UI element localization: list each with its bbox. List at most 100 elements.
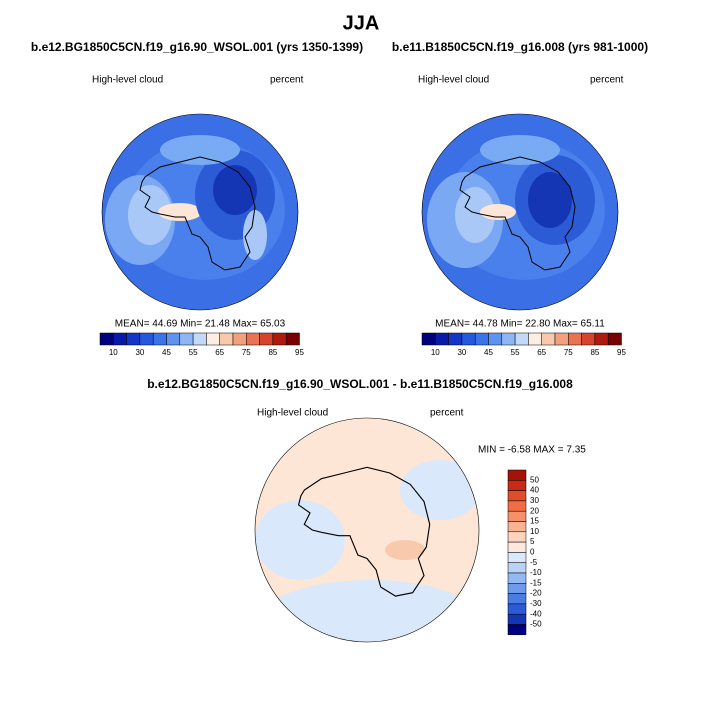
colorbar-box: [285, 332, 300, 346]
variable-label: High-level cloud: [92, 75, 163, 86]
colorbar-label: -30: [530, 599, 542, 608]
colorbar-label: 0: [530, 548, 535, 557]
colorbar-box: [113, 332, 127, 346]
colorbar-box: [581, 332, 596, 346]
colorbar-box: [507, 613, 527, 625]
colorbar-label: 75: [242, 348, 251, 357]
colorbar-box: [568, 332, 582, 346]
colorbar-box: [594, 332, 609, 346]
colorbar-box: [507, 531, 527, 543]
colorbar-label: 55: [189, 348, 198, 357]
colorbar-label: 45: [162, 348, 171, 357]
colorbar-box: [206, 332, 220, 346]
stats: MIN = -6.58 MAX = 7.35: [478, 445, 586, 456]
colorbar: 10 30 45 55 65 75 85 95: [421, 332, 626, 357]
colorbar-box: [507, 583, 527, 594]
colorbar-box: [152, 332, 167, 346]
colorbar-box: [488, 332, 503, 346]
colorbar-label: 30: [135, 348, 144, 357]
colorbar-box: [219, 332, 234, 346]
colorbar-box: [435, 332, 449, 346]
colorbar-box: [541, 332, 556, 346]
colorbar-label: 65: [215, 348, 224, 357]
colorbar-box: [421, 332, 436, 346]
colorbar-box: [507, 552, 527, 563]
colorbar-box: [192, 332, 207, 346]
colorbar-box: [507, 521, 527, 533]
variable-label: High-level cloud: [257, 408, 328, 419]
figure-title: JJA: [343, 12, 380, 34]
colorbar-box: [507, 562, 527, 574]
colorbar-box: [139, 332, 154, 346]
colorbar-box: [246, 332, 260, 346]
colorbar-label: -10: [530, 568, 542, 577]
colorbar-label: 45: [484, 348, 493, 357]
coastline: [297, 466, 431, 597]
colorbar-box: [507, 469, 527, 481]
colorbar-box: [507, 510, 527, 522]
colorbar-box: [507, 572, 527, 584]
colorbar-label: -15: [530, 578, 542, 587]
colorbar-box: [554, 332, 569, 346]
colorbar: 10 30 45 55 65 75 85 95: [99, 332, 304, 357]
colorbar-box: [507, 500, 527, 512]
colorbar-label: 5: [530, 537, 535, 546]
colorbar-label: 85: [590, 348, 599, 357]
colorbar-label: 40: [530, 486, 539, 495]
units-label: percent: [430, 408, 464, 419]
colorbar-box: [507, 541, 527, 553]
colorbar-box: [259, 332, 274, 346]
colorbar-box: [507, 480, 527, 491]
variable-label: High-level cloud: [418, 75, 489, 86]
colorbar-label: 85: [268, 348, 277, 357]
colorbar-label: 95: [295, 348, 304, 357]
panel-title: b.e12.BG1850C5CN.f19_g16.90_WSOL.001 (yr…: [31, 40, 363, 54]
colorbar-label: -5: [530, 558, 538, 567]
colorbar-label: 10: [109, 348, 118, 357]
colorbar-label: -50: [530, 620, 542, 629]
colorbar-label: -40: [530, 609, 542, 618]
colorbar-label: 15: [530, 517, 539, 526]
coastline: [139, 156, 256, 271]
colorbar-box: [179, 332, 194, 346]
stats: MEAN= 44.78 Min= 22.80 Max= 65.11: [435, 319, 605, 330]
colorbar-label: 75: [564, 348, 573, 357]
colorbar-box: [99, 332, 114, 346]
units-label: percent: [590, 75, 624, 86]
colorbar-label: 30: [530, 496, 539, 505]
colorbar-label: 95: [617, 348, 626, 357]
colorbar-label: 10: [431, 348, 440, 357]
panel-title: b.e12.BG1850C5CN.f19_g16.90_WSOL.001 - b…: [147, 377, 573, 391]
colorbar-box: [507, 624, 527, 636]
map: [102, 114, 298, 310]
colorbar-box: [507, 593, 527, 605]
colorbar-box: [501, 332, 516, 346]
colorbar-box: [166, 332, 181, 346]
colorbar-box: [272, 332, 287, 346]
colorbar-label: 30: [457, 348, 466, 357]
colorbar-box: [232, 332, 247, 346]
colorbar-box: [607, 332, 622, 346]
colorbar-box: [448, 332, 463, 346]
units-label: percent: [270, 75, 304, 86]
colorbar-box: [474, 332, 489, 346]
colorbar-label: 20: [530, 506, 539, 515]
colorbar-box: [528, 332, 542, 346]
stats: MEAN= 44.69 Min= 21.48 Max= 65.03: [115, 319, 286, 330]
map: [255, 418, 479, 642]
colorbar-box: [507, 490, 527, 502]
map: [422, 114, 618, 310]
coastline: [459, 156, 576, 271]
colorbar-box: [126, 332, 141, 346]
colorbar-label: -20: [530, 589, 542, 598]
colorbar-label: 55: [511, 348, 520, 357]
colorbar-box: [507, 603, 527, 615]
colorbar-label: 10: [530, 527, 539, 536]
colorbar-label: 65: [537, 348, 546, 357]
colorbar-box: [514, 332, 529, 346]
colorbar-label: 50: [530, 475, 539, 484]
panel-title: b.e11.B1850C5CN.f19_g16.008 (yrs 981-100…: [392, 40, 648, 54]
colorbar-box: [461, 332, 476, 346]
